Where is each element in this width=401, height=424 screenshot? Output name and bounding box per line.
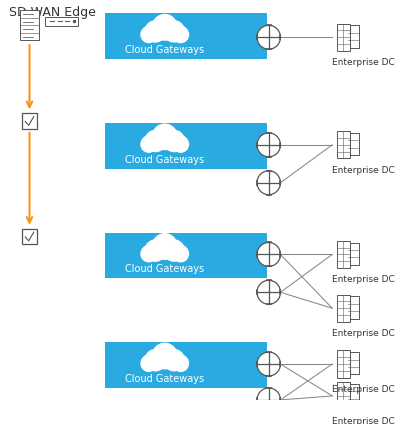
Circle shape	[256, 25, 280, 49]
Text: Enterprise DC: Enterprise DC	[331, 58, 394, 67]
Text: Cloud Gateways: Cloud Gateways	[125, 45, 204, 55]
Circle shape	[141, 136, 156, 152]
Circle shape	[141, 27, 156, 42]
Circle shape	[152, 343, 177, 368]
Bar	[336, 382, 350, 410]
Text: Cloud Gateways: Cloud Gateways	[125, 374, 204, 384]
Circle shape	[172, 27, 188, 42]
Bar	[347, 352, 358, 374]
Circle shape	[256, 352, 280, 376]
Text: Enterprise DC: Enterprise DC	[331, 329, 394, 338]
Text: Cloud Gateways: Cloud Gateways	[125, 264, 204, 274]
Circle shape	[152, 234, 177, 259]
Bar	[105, 342, 266, 388]
Circle shape	[163, 131, 184, 151]
Circle shape	[256, 243, 280, 266]
Bar	[336, 241, 350, 268]
Bar	[20, 10, 39, 40]
Circle shape	[256, 388, 280, 412]
Text: Enterprise DC: Enterprise DC	[331, 275, 394, 284]
Circle shape	[163, 21, 184, 42]
Circle shape	[145, 21, 165, 42]
Bar	[347, 25, 358, 47]
Bar	[105, 13, 266, 59]
Bar	[22, 113, 37, 129]
Bar	[105, 123, 266, 169]
Circle shape	[172, 355, 188, 371]
Circle shape	[172, 246, 188, 262]
Bar	[347, 243, 358, 265]
Circle shape	[152, 124, 177, 149]
Circle shape	[152, 14, 177, 40]
Text: Enterprise DC: Enterprise DC	[331, 166, 394, 175]
Bar	[347, 296, 358, 318]
Bar	[336, 131, 350, 159]
FancyBboxPatch shape	[144, 356, 184, 368]
Text: Enterprise DC: Enterprise DC	[331, 385, 394, 394]
Bar	[347, 133, 358, 155]
Bar	[347, 384, 358, 406]
Circle shape	[163, 350, 184, 371]
Circle shape	[256, 133, 280, 157]
Text: Enterprise DC: Enterprise DC	[331, 417, 394, 424]
Circle shape	[141, 355, 156, 371]
Text: Cloud Gateways: Cloud Gateways	[125, 155, 204, 165]
FancyBboxPatch shape	[144, 137, 184, 149]
FancyBboxPatch shape	[144, 27, 184, 40]
Circle shape	[141, 246, 156, 262]
Circle shape	[145, 350, 165, 371]
Circle shape	[172, 136, 188, 152]
Text: SD-WAN Edge: SD-WAN Edge	[9, 6, 96, 19]
Circle shape	[256, 171, 280, 195]
Bar	[22, 229, 37, 245]
Circle shape	[145, 240, 165, 261]
Circle shape	[145, 131, 165, 151]
Bar	[336, 295, 350, 322]
Circle shape	[163, 240, 184, 261]
FancyBboxPatch shape	[144, 246, 184, 259]
Bar	[336, 24, 350, 51]
Bar	[336, 351, 350, 378]
Bar	[45, 17, 78, 26]
Circle shape	[256, 280, 280, 304]
Bar	[105, 232, 266, 278]
